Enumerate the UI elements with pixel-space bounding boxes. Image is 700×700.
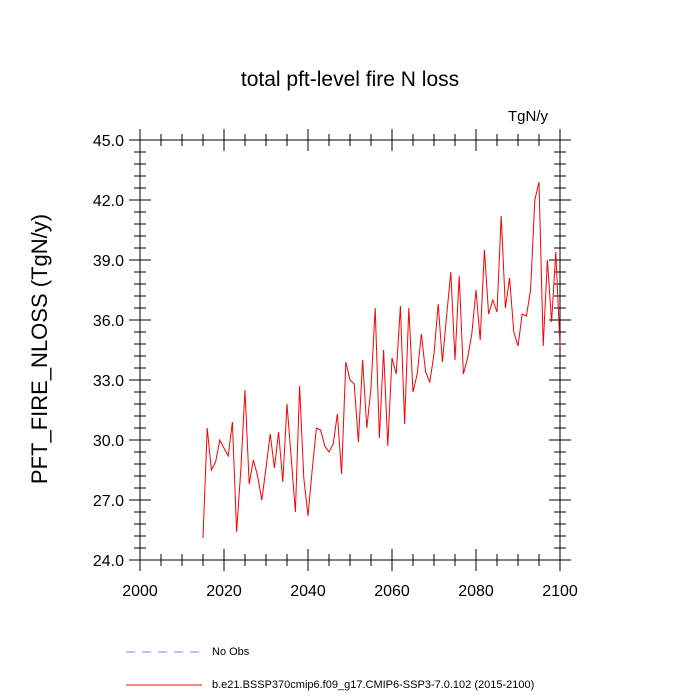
y-tick-label: 39.0	[93, 253, 124, 270]
units-label: TgN/y	[508, 108, 549, 125]
series-layer	[202, 181, 561, 539]
y-tick-label: 30.0	[93, 433, 124, 450]
x-tick-label: 2080	[458, 583, 494, 600]
y-tick-label: 33.0	[93, 373, 124, 390]
legend-item-model: b.e21.BSSP370cmip6.f09_g17.CMIP6-SSP3-7.…	[126, 678, 534, 692]
axis-tick-labels: 2000 2020 2040 2060 2080 2100 24.0 27.0 30.0 33.0…	[93, 133, 578, 600]
y-tick-label: 36.0	[93, 313, 124, 330]
plot-frame	[139, 139, 561, 561]
legend-label-model: b.e21.BSSP370cmip6.f09_g17.CMIP6-SSP3-7.…	[212, 679, 535, 691]
axis-ticks	[129, 129, 571, 571]
x-tick-label: 2020	[206, 583, 242, 600]
legend-swatch-no-obs	[126, 651, 202, 653]
y-tick-label: 24.0	[93, 553, 124, 570]
x-tick-label: 2060	[374, 583, 410, 600]
chart-title: total pft-level fire N loss	[240, 68, 460, 91]
legend-item-no-obs: No Obs	[126, 645, 249, 659]
series-line-1	[202, 181, 561, 539]
legend-label-no-obs: No Obs	[212, 646, 250, 658]
y-tick-label: 42.0	[93, 193, 124, 210]
x-tick-label: 2040	[290, 583, 326, 600]
legend-swatch-model	[126, 684, 202, 686]
y-tick-label: 45.0	[93, 133, 124, 150]
x-tick-label: 2100	[542, 583, 578, 600]
x-tick-label: 2000	[122, 583, 158, 600]
y-tick-label: 27.0	[93, 493, 124, 510]
